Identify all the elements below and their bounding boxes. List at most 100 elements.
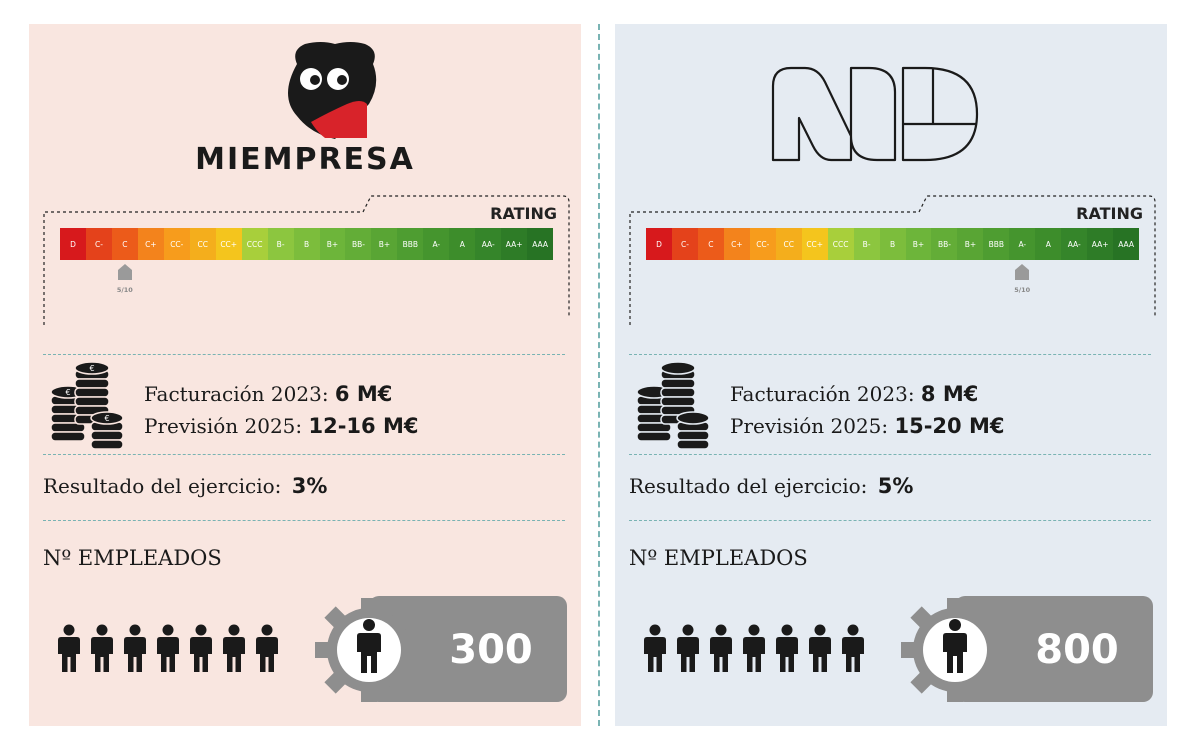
nd-logo-icon [771, 66, 979, 162]
owl-logo-icon [288, 42, 377, 139]
resultado-value: 3% [291, 474, 328, 498]
resultado-label: Resultado del ejercicio: [43, 474, 282, 498]
divider [43, 520, 565, 521]
rating-title: RATING [1076, 204, 1143, 223]
person-icon [743, 624, 765, 672]
rating-cell: B- [267, 228, 294, 260]
rating-box: RATING D C- C C+ CC- CC CC+ CCC B- B B+ BB- B+ BBB A- A… [43, 194, 571, 326]
facturacion-value: 8 M€ [920, 382, 979, 406]
person-icon [809, 624, 831, 672]
company-card-miempresa: MIEMPRESA RATING D C- C C+ CC- CC CC+ CCC B- B B+ B… [29, 24, 581, 726]
center-divider [598, 24, 600, 726]
rating-cell: C+ [137, 228, 164, 260]
divider [629, 520, 1151, 521]
brand-name: MIEMPRESA [195, 142, 415, 177]
employee-counter: 800 [897, 594, 1155, 706]
facturacion-label: Facturación 2023: [730, 382, 915, 406]
person-icon [842, 624, 864, 672]
person-icon [776, 624, 798, 672]
rating-cell: BBB [983, 228, 1010, 260]
rating-cell: AA+ [501, 228, 528, 260]
rating-cell: B+ [371, 228, 398, 260]
divider [629, 454, 1151, 455]
rating-frame-border [629, 195, 1156, 325]
rating-cell: A [449, 228, 476, 260]
rating-cell: B [879, 228, 906, 260]
facturacion-value: 6 M€ [334, 382, 393, 406]
coins-stack-icon: € € € [47, 361, 127, 456]
person-icon [677, 624, 699, 672]
rating-cell: C+ [723, 228, 750, 260]
marker-icon [117, 264, 132, 280]
person-icon [124, 624, 146, 672]
resultado-row: Resultado del ejercicio: 5% [629, 474, 913, 498]
resultado-row: Resultado del ejercicio: 3% [43, 474, 327, 498]
rating-cell: AAA [527, 228, 554, 260]
people-row [643, 624, 865, 672]
rating-cell: A- [1009, 228, 1036, 260]
rating-box: RATING D C- C C+ CC- CC CC+ CCC B- B B+ BB- B+ BBB A- A… [629, 194, 1157, 326]
person-icon [943, 619, 967, 673]
rating-cell: CC+ [801, 228, 828, 260]
rating-title: RATING [490, 204, 557, 223]
nd-logo [615, 24, 1167, 189]
people-row [57, 624, 279, 672]
rating-cell: C- [85, 228, 112, 260]
rating-cell: CC+ [215, 228, 242, 260]
rating-cell: CC- [749, 228, 776, 260]
rating-cell: C [697, 228, 724, 260]
person-icon [223, 624, 245, 672]
svg-text:€: € [104, 414, 109, 423]
financials: Facturación 2023: 6 M€ Previsión 2025: 1… [144, 378, 418, 442]
rating-cell: B+ [957, 228, 984, 260]
facturacion-row: Facturación 2023: 6 M€ [144, 378, 418, 410]
employee-counter: 300 [311, 594, 569, 706]
resultado-value: 5% [877, 474, 914, 498]
resultado-label: Resultado del ejercicio: [629, 474, 868, 498]
rating-cell: A- [423, 228, 450, 260]
rating-cell: CC- [163, 228, 190, 260]
rating-cell: CCC [241, 228, 268, 260]
company-card-nd: RATING D C- C C+ CC- CC CC+ CCC B- B B+ BB- B+ BBB A- A… [615, 24, 1167, 726]
prevision-value: 12-16 M€ [308, 414, 419, 438]
prevision-row: Previsión 2025: 12-16 M€ [144, 410, 418, 442]
rating-cell: B+ [905, 228, 932, 260]
prevision-label: Previsión 2025: [730, 414, 889, 438]
rating-cell: BB- [931, 228, 958, 260]
prevision-label: Previsión 2025: [144, 414, 303, 438]
rating-cell: B [293, 228, 320, 260]
facturacion-label: Facturación 2023: [144, 382, 329, 406]
rating-cell: D [646, 228, 672, 260]
prevision-row: Previsión 2025: 15-20 M€ [730, 410, 1004, 442]
financials: Facturación 2023: 8 M€ Previsión 2025: 1… [730, 378, 1004, 442]
rating-marker: 5/10 [1007, 264, 1037, 294]
rating-cell: BBB [397, 228, 424, 260]
facturacion-row: Facturación 2023: 8 M€ [730, 378, 1004, 410]
rating-cell: C [111, 228, 138, 260]
divider [629, 354, 1151, 355]
person-icon [91, 624, 113, 672]
rating-cell: AA- [475, 228, 502, 260]
rating-scale-bar: D C- C C+ CC- CC CC+ CCC B- B B+ BB- B+ BBB A- A AA- AA+ A… [60, 228, 554, 260]
person-icon [357, 619, 381, 673]
divider [43, 354, 565, 355]
divider [43, 454, 565, 455]
coins-stack-icon [633, 361, 713, 456]
rating-score: 5/10 [116, 286, 133, 294]
person-icon [256, 624, 278, 672]
empleados-value: 300 [449, 627, 533, 673]
rating-cell: CC [189, 228, 216, 260]
svg-text:€: € [89, 364, 94, 373]
rating-cell: A [1035, 228, 1062, 260]
rating-cell: C- [671, 228, 698, 260]
rating-cell: BB- [345, 228, 372, 260]
rating-cell: B+ [319, 228, 346, 260]
rating-cell: AA- [1061, 228, 1088, 260]
empleados-title: Nº EMPLEADOS [629, 546, 808, 570]
gear-icon [315, 596, 567, 702]
gear-icon [901, 596, 1153, 702]
rating-cell: D [60, 228, 86, 260]
rating-frame-border [43, 195, 570, 325]
rating-cell: CCC [827, 228, 854, 260]
person-icon [190, 624, 212, 672]
